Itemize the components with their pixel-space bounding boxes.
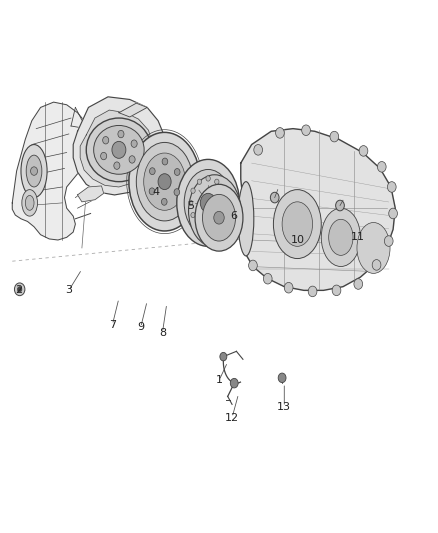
- Circle shape: [131, 140, 137, 147]
- Ellipse shape: [282, 202, 313, 246]
- Circle shape: [197, 179, 201, 184]
- Text: 12: 12: [225, 413, 239, 423]
- Ellipse shape: [273, 190, 321, 259]
- Ellipse shape: [177, 159, 240, 246]
- Text: 7: 7: [109, 320, 116, 330]
- Circle shape: [249, 260, 257, 271]
- Ellipse shape: [188, 175, 241, 247]
- Circle shape: [129, 156, 135, 163]
- Circle shape: [336, 200, 344, 211]
- Circle shape: [284, 282, 293, 293]
- Circle shape: [101, 152, 107, 160]
- Circle shape: [215, 179, 219, 184]
- Circle shape: [385, 236, 393, 246]
- Circle shape: [114, 162, 120, 169]
- Ellipse shape: [321, 208, 360, 266]
- Circle shape: [227, 219, 235, 229]
- Circle shape: [162, 158, 168, 165]
- Circle shape: [276, 127, 284, 138]
- Circle shape: [354, 279, 363, 289]
- Circle shape: [332, 285, 341, 296]
- Circle shape: [221, 188, 226, 193]
- Text: 9: 9: [137, 322, 144, 333]
- Circle shape: [158, 174, 171, 190]
- Text: 5: 5: [187, 200, 194, 211]
- Polygon shape: [80, 110, 153, 187]
- Circle shape: [174, 189, 180, 196]
- Ellipse shape: [202, 195, 236, 241]
- Circle shape: [162, 198, 167, 205]
- Ellipse shape: [195, 184, 243, 251]
- Circle shape: [220, 352, 227, 361]
- Ellipse shape: [26, 155, 42, 187]
- Circle shape: [14, 283, 25, 296]
- Text: 8: 8: [159, 328, 166, 338]
- Polygon shape: [12, 102, 91, 240]
- Polygon shape: [119, 103, 147, 117]
- Circle shape: [200, 193, 216, 213]
- Circle shape: [215, 221, 219, 227]
- Circle shape: [378, 161, 386, 172]
- Circle shape: [330, 131, 339, 142]
- Text: 10: 10: [290, 235, 304, 245]
- Circle shape: [223, 200, 228, 206]
- Circle shape: [389, 208, 397, 219]
- Ellipse shape: [129, 132, 200, 231]
- Circle shape: [197, 221, 201, 227]
- Polygon shape: [73, 97, 165, 195]
- Text: 3: 3: [65, 285, 72, 295]
- Circle shape: [372, 260, 381, 270]
- Circle shape: [214, 212, 224, 224]
- Ellipse shape: [184, 169, 232, 236]
- Ellipse shape: [238, 182, 254, 256]
- Ellipse shape: [328, 219, 353, 255]
- Circle shape: [270, 192, 279, 203]
- Text: 4: 4: [152, 187, 159, 197]
- Ellipse shape: [86, 118, 152, 182]
- Ellipse shape: [21, 144, 47, 198]
- Circle shape: [388, 182, 396, 192]
- Ellipse shape: [144, 153, 185, 211]
- Circle shape: [308, 286, 317, 297]
- Circle shape: [302, 125, 311, 135]
- Text: 2: 2: [15, 285, 22, 295]
- Ellipse shape: [94, 125, 144, 174]
- Circle shape: [359, 146, 368, 156]
- Circle shape: [18, 287, 22, 292]
- Circle shape: [149, 188, 155, 195]
- Circle shape: [254, 144, 262, 155]
- Ellipse shape: [136, 142, 193, 221]
- Ellipse shape: [357, 222, 390, 273]
- Text: 13: 13: [277, 402, 291, 412]
- Circle shape: [206, 224, 210, 230]
- Circle shape: [278, 373, 286, 383]
- Circle shape: [174, 168, 180, 175]
- Circle shape: [263, 273, 272, 284]
- Text: 11: 11: [351, 232, 365, 243]
- Circle shape: [102, 136, 109, 144]
- Circle shape: [149, 168, 155, 175]
- Text: 1: 1: [215, 375, 223, 385]
- Circle shape: [206, 176, 210, 181]
- Circle shape: [221, 213, 226, 217]
- Circle shape: [191, 213, 195, 217]
- Circle shape: [112, 141, 126, 158]
- Ellipse shape: [25, 196, 34, 211]
- Polygon shape: [241, 128, 395, 290]
- Circle shape: [31, 167, 38, 175]
- Circle shape: [188, 200, 193, 206]
- Polygon shape: [78, 186, 104, 202]
- Text: 6: 6: [231, 211, 238, 221]
- Circle shape: [118, 131, 124, 138]
- Circle shape: [191, 188, 195, 193]
- Ellipse shape: [22, 190, 38, 216]
- Circle shape: [230, 378, 238, 388]
